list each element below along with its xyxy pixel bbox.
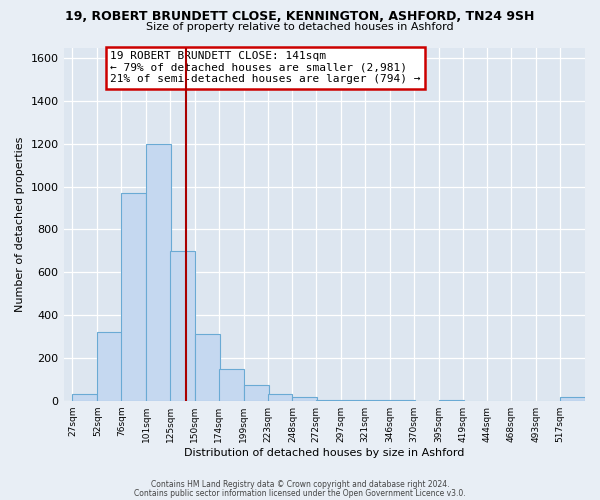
Bar: [146, 144, 171, 401]
Y-axis label: Number of detached properties: Number of detached properties: [15, 136, 25, 312]
Bar: [560, 398, 585, 400]
Bar: [97, 332, 122, 400]
Bar: [219, 368, 244, 400]
X-axis label: Distribution of detached houses by size in Ashford: Distribution of detached houses by size …: [184, 448, 464, 458]
Bar: [244, 384, 269, 400]
Text: Contains HM Land Registry data © Crown copyright and database right 2024.: Contains HM Land Registry data © Crown c…: [151, 480, 449, 489]
Text: Size of property relative to detached houses in Ashford: Size of property relative to detached ho…: [146, 22, 454, 32]
Bar: [170, 251, 195, 400]
Bar: [268, 394, 292, 400]
Bar: [292, 398, 317, 400]
Text: Contains public sector information licensed under the Open Government Licence v3: Contains public sector information licen…: [134, 488, 466, 498]
Bar: [121, 193, 146, 400]
Text: 19 ROBERT BRUNDETT CLOSE: 141sqm
← 79% of detached houses are smaller (2,981)
21: 19 ROBERT BRUNDETT CLOSE: 141sqm ← 79% o…: [110, 51, 421, 84]
Bar: [195, 334, 220, 400]
Bar: [73, 394, 97, 400]
Text: 19, ROBERT BRUNDETT CLOSE, KENNINGTON, ASHFORD, TN24 9SH: 19, ROBERT BRUNDETT CLOSE, KENNINGTON, A…: [65, 10, 535, 23]
